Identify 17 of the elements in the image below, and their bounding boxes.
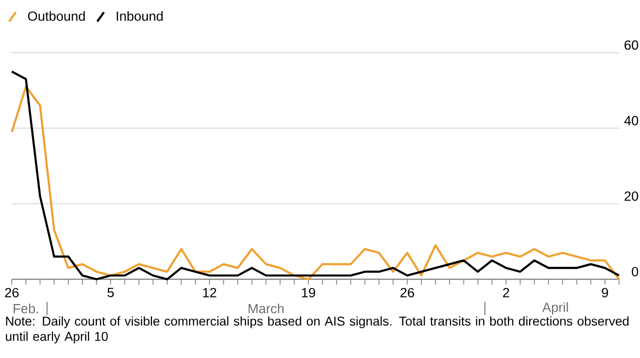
text: March (248, 304, 284, 314)
text: Feb. (14, 304, 38, 314)
x-tick-label: 26 (400, 288, 414, 298)
y-tick-label: 60 (624, 40, 638, 50)
x-tick-label: 9 (602, 288, 608, 298)
x-tick-label: 26 (5, 288, 19, 298)
y-tick-label: 20 (624, 192, 638, 201)
legend-label: Outbound (28, 11, 85, 21)
text: April (542, 302, 568, 315)
x-tick-label: 5 (108, 288, 114, 298)
y-tick-label: 0 (632, 267, 638, 276)
x-tick-label: 19 (302, 288, 316, 298)
x-tick-label: 12 (203, 288, 216, 298)
x-tick-label: 2 (503, 288, 510, 298)
text: Note: Daily count of visible commercial ships based on AIS signals. Total transits in both directions observed until early April 10 (6, 316, 629, 344)
legend-label: Inbound (116, 11, 163, 21)
y-tick-label: 40 (624, 116, 638, 126)
